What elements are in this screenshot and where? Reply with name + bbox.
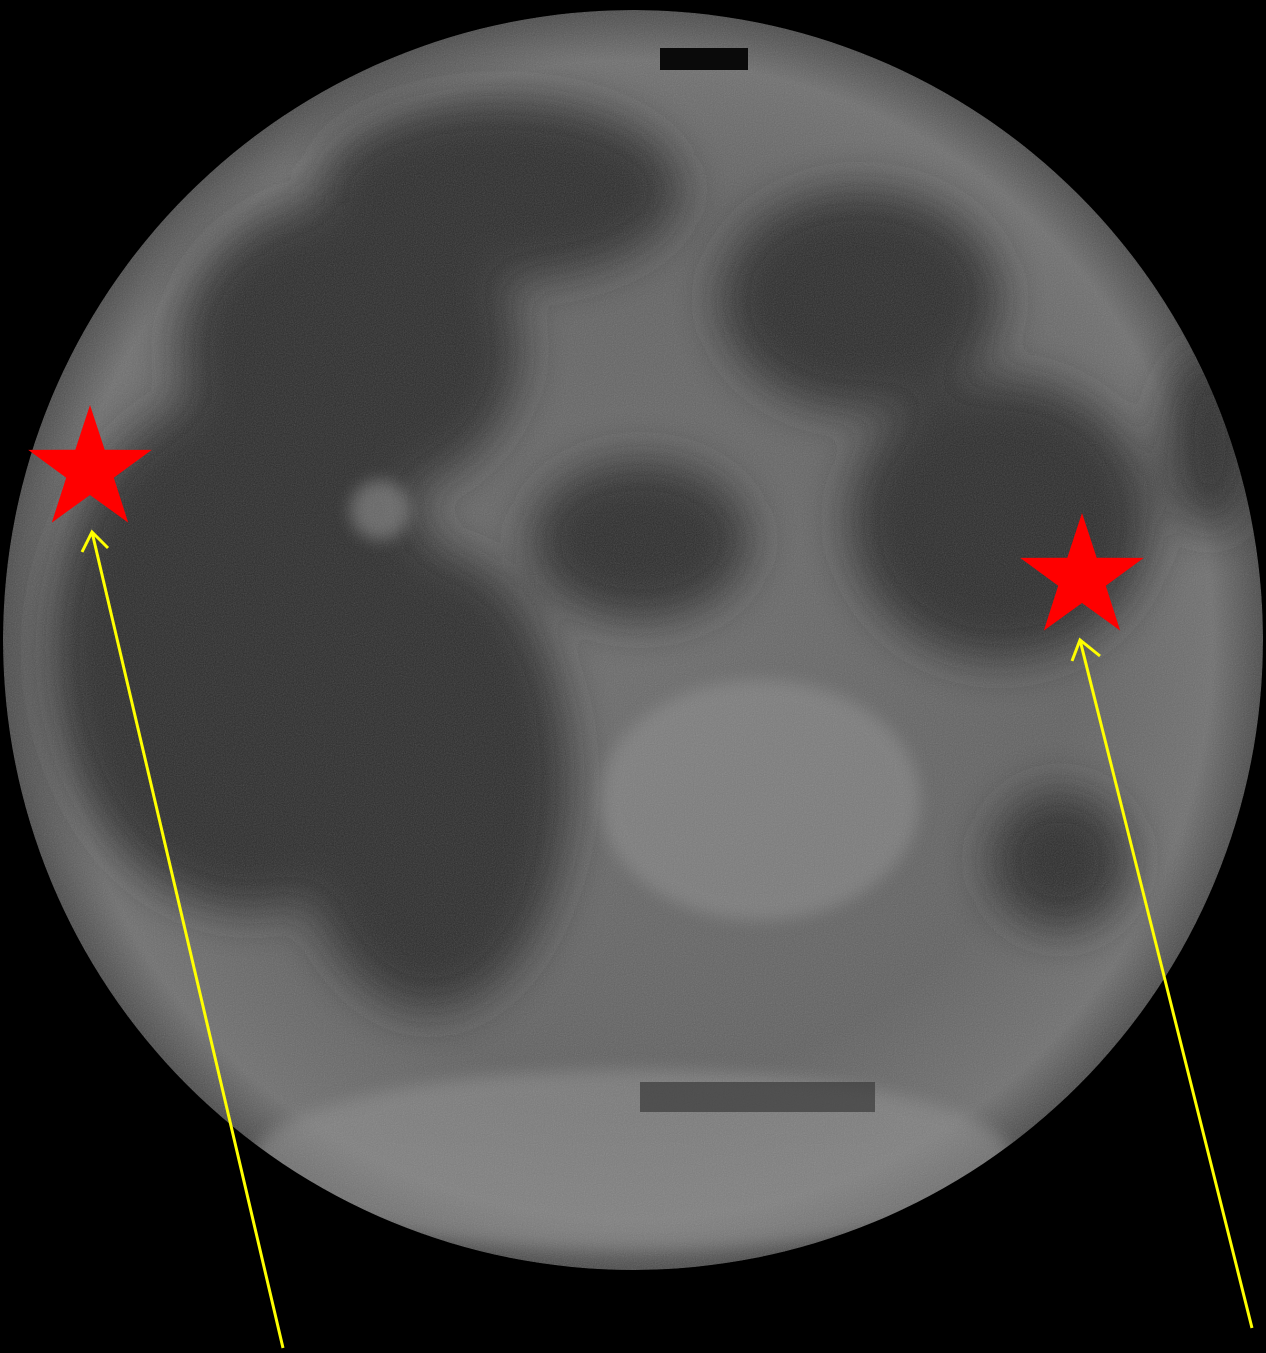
markers bbox=[28, 405, 1144, 631]
data-gap bbox=[640, 1082, 875, 1112]
data-gap bbox=[660, 48, 748, 70]
arrow-line bbox=[1078, 639, 1254, 1329]
arrow-head bbox=[80, 529, 110, 553]
star-marker bbox=[1020, 513, 1144, 631]
arrow-head bbox=[1070, 637, 1101, 662]
star-marker bbox=[28, 405, 152, 523]
arrow-line bbox=[90, 531, 285, 1349]
arrows bbox=[80, 529, 1254, 1349]
